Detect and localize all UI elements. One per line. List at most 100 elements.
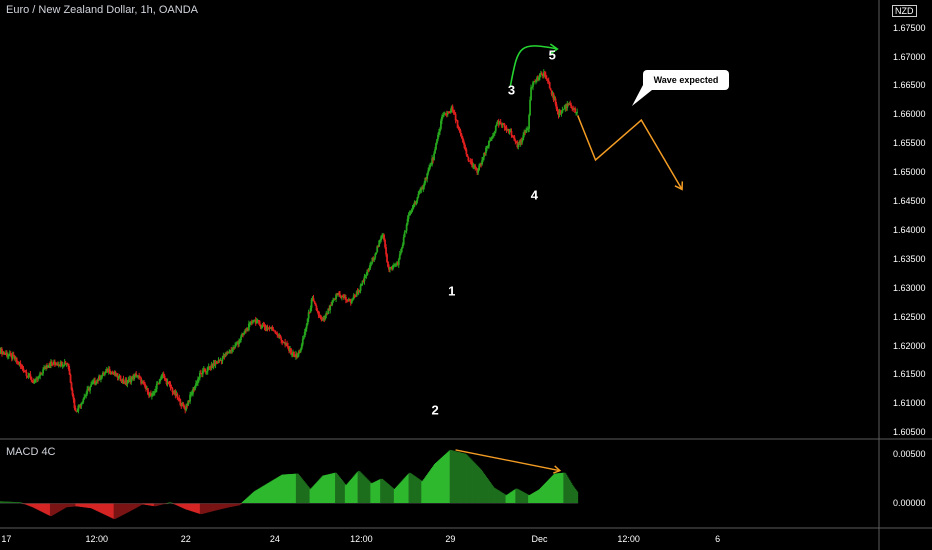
candle-body — [388, 266, 390, 270]
candle-body — [254, 319, 257, 324]
candle-body — [38, 375, 41, 377]
price-axis-tick: 1.61500 — [893, 369, 926, 380]
time-axis-tick: 12:00 — [85, 534, 108, 544]
candle-body — [94, 380, 96, 384]
candle-body — [314, 302, 317, 306]
candle-body — [354, 295, 357, 297]
candle-body — [489, 138, 492, 141]
candle-body — [380, 236, 383, 240]
candle-body — [266, 326, 269, 329]
candle-body — [272, 329, 275, 331]
time-axis-tick: 6 — [715, 534, 721, 544]
macd-divergence-arrowhead — [553, 465, 562, 474]
macd-histogram-bar — [576, 491, 579, 504]
candle-body — [507, 129, 510, 132]
candle-body — [24, 371, 27, 373]
price-axis-tick: 1.65500 — [893, 138, 926, 149]
candle-body — [43, 367, 45, 370]
candle-body — [36, 378, 39, 380]
candle-body — [63, 362, 66, 366]
candle-body — [414, 202, 417, 205]
candle-body — [290, 348, 292, 355]
candle-body — [523, 131, 526, 136]
candle-body — [271, 326, 274, 330]
candle-body — [83, 396, 86, 400]
candle-body — [448, 111, 451, 113]
candle-body — [410, 210, 413, 212]
symbol-title: Euro / New Zealand Dollar, 1h, OANDA — [6, 4, 198, 16]
candle-body — [383, 234, 385, 240]
candle-body — [322, 318, 325, 321]
candle-body — [269, 327, 272, 329]
candle-body — [246, 328, 248, 332]
candle-body — [125, 380, 128, 385]
candle-body — [212, 362, 215, 368]
candle-body — [255, 321, 258, 324]
candle-body — [378, 240, 381, 247]
candle-body — [220, 359, 223, 362]
candle-body — [209, 367, 212, 369]
candle-body — [113, 372, 116, 374]
candle-body — [384, 239, 386, 248]
candle-body — [527, 128, 530, 130]
candle-body — [524, 131, 527, 133]
candle-body — [284, 342, 287, 345]
candle-body — [143, 382, 145, 384]
candle-body — [534, 81, 536, 83]
candle-body — [229, 350, 232, 353]
candle-body — [188, 401, 191, 403]
candle-body — [51, 362, 53, 364]
candle-body — [359, 285, 362, 291]
candle-body — [381, 235, 384, 237]
candle-body — [202, 369, 205, 371]
candle-body — [537, 77, 539, 80]
candle-body — [178, 398, 181, 400]
price-axis-tick: 1.67500 — [893, 22, 926, 33]
macd-divergence-line — [455, 449, 561, 472]
candle-body — [191, 393, 193, 395]
candle-body — [480, 163, 482, 165]
candle-body — [429, 164, 432, 168]
currency-badge[interactable]: NZD — [892, 5, 917, 17]
candle-body — [192, 388, 194, 394]
candle-body — [565, 105, 568, 108]
candle-body — [431, 158, 433, 165]
candle-body — [279, 334, 282, 338]
candle-body — [493, 131, 496, 134]
candle-body — [405, 224, 408, 231]
candle-body — [285, 343, 288, 345]
price-axis-tick: 1.60500 — [893, 427, 926, 438]
candle-body — [509, 131, 512, 133]
candle-body — [106, 368, 109, 372]
candle-body — [386, 254, 388, 262]
candle-body — [86, 389, 89, 394]
candle-body — [514, 140, 517, 142]
candle-body — [533, 81, 535, 83]
candle-body — [442, 114, 445, 116]
candle-body — [367, 269, 370, 271]
candle-body — [41, 373, 44, 375]
candle-body — [344, 297, 347, 300]
candle-body — [251, 322, 254, 324]
candle-body — [406, 218, 409, 225]
candle-body — [77, 405, 80, 411]
candle-body — [320, 317, 323, 320]
candle-body — [574, 108, 577, 113]
candle-body — [382, 234, 385, 236]
candle-body — [496, 120, 499, 124]
candle-body — [96, 380, 98, 384]
candle-body — [28, 374, 31, 376]
macd-axis-tick: 0.00000 — [893, 498, 926, 509]
candle-body — [308, 312, 311, 314]
candle-body — [189, 394, 191, 402]
candle-body — [465, 149, 468, 155]
candle-body — [330, 304, 333, 306]
time-axis-tick: 29 — [445, 534, 456, 544]
candle-body — [476, 168, 479, 173]
candle-body — [59, 361, 62, 366]
candle-body — [6, 355, 9, 357]
candle-body — [72, 395, 75, 400]
candle-body — [494, 125, 497, 132]
candle-body — [180, 404, 183, 406]
